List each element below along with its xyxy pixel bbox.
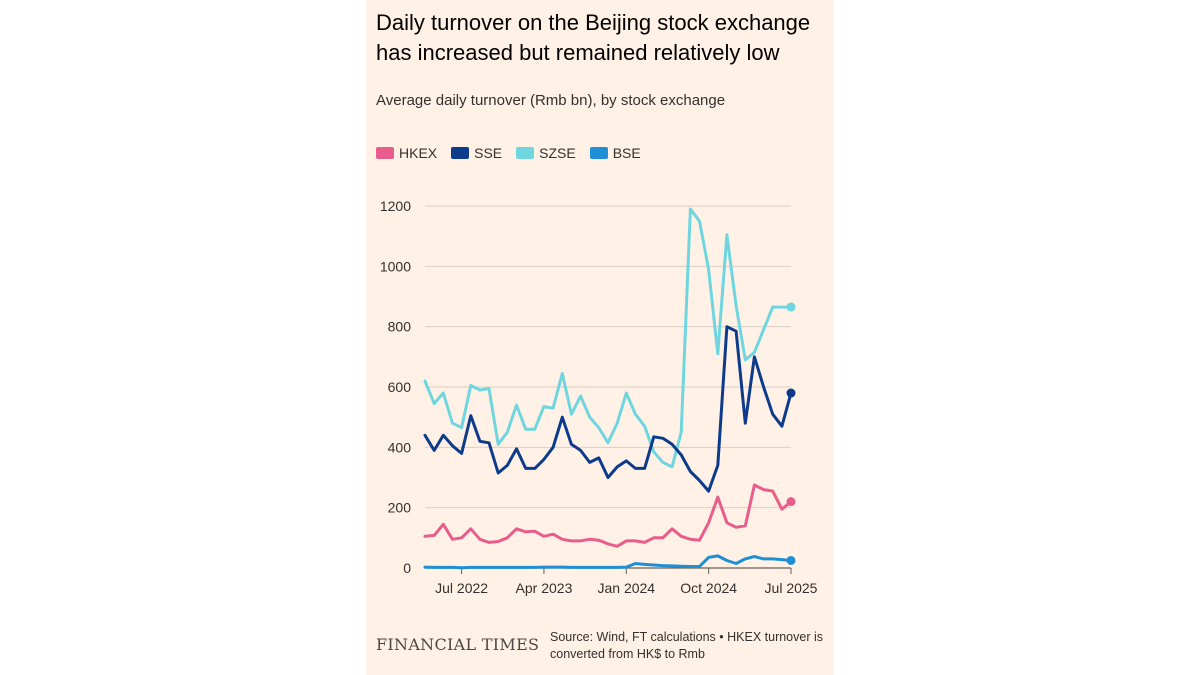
line-chart: 0 200 400 600 800 1000 1200 Jul 2022 Apr 2023 Jan… [380,198,818,596]
y-tick-label: 400 [388,439,412,455]
legend-label-sse: SSE [474,145,503,161]
chart-subtitle: Average daily turnover (Rmb bn), by stoc… [376,92,726,109]
x-tick-label: Jul 2025 [765,580,818,596]
y-tick-label: 200 [388,500,412,516]
y-tick-label: 800 [388,319,412,335]
legend-item-sse: SSE [451,145,502,161]
y-tick-label: 600 [388,379,412,395]
legend-item-szse: SZSE [516,145,576,161]
legend-label-bse: BSE [612,145,641,161]
x-tick-label: Jul 2022 [435,580,488,596]
series-end-marker-szse [786,302,796,312]
series-end-marker-sse [786,388,796,398]
x-tick-label: Apr 2023 [516,580,573,596]
series-line-sse [423,325,793,493]
legend-swatch-sse [451,147,470,159]
source-note: Source: Wind, FT calculations • HKEX tur… [550,630,823,661]
y-tick-label: 1200 [380,198,411,214]
legend-label-szse: SZSE [539,145,576,161]
y-tick-label: 0 [403,560,411,576]
series-end-marker-hkex [786,497,796,507]
legend-item-bse: BSE [589,145,641,161]
series-line-bse [423,554,793,570]
series-line-szse [423,207,793,469]
legend-item-hkex: HKEX [376,145,437,161]
legend-swatch-hkex [376,147,394,159]
legend: HKEX SSE SZSE BSE [376,145,641,161]
series-line-hkex [423,483,793,548]
legend-label-hkex: HKEX [399,145,438,161]
chart-card: Daily turnover on the Beijing stock exch… [366,0,834,675]
series-end-marker-bse [786,555,796,565]
x-tick-label: Oct 2024 [680,580,737,596]
y-tick-label: 1000 [380,258,411,274]
x-tick-label: Jan 2024 [597,580,655,596]
legend-swatch-szse [516,147,535,159]
legend-swatch-bse [589,147,608,159]
chart-title: Daily turnover on the Beijing stock exch… [376,10,811,65]
ft-logo: FINANCIAL TIMES [376,635,540,654]
